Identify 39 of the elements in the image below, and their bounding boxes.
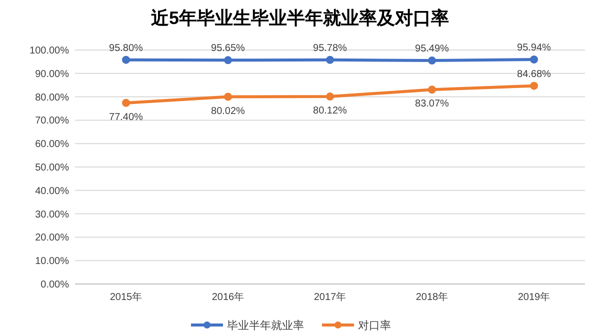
point (122, 98, 130, 107)
y-tick-label: 30.00% (35, 209, 70, 220)
y-tick-label: 60.00% (35, 139, 70, 150)
point (428, 86, 436, 94)
data-label: 84.68% (517, 68, 552, 80)
point (326, 92, 334, 101)
y-tick-label: 20.00% (35, 232, 70, 244)
data-label: 83.07% (415, 98, 450, 110)
y-tick-label: 50.00% (35, 162, 70, 174)
data-label: 95.65% (211, 43, 246, 54)
y-tick-label: 90.00% (35, 68, 70, 80)
point (122, 56, 130, 64)
point (224, 56, 232, 64)
point (530, 56, 538, 64)
data-label: 95.94% (517, 42, 552, 54)
data-label: 80.12% (313, 106, 348, 117)
x-tick-label: 2018年 (416, 291, 448, 303)
y-tick-label: 80.00% (35, 92, 70, 104)
legend-label: 对口率 (358, 319, 391, 332)
x-tick-label: 2019年 (518, 291, 550, 303)
data-label: 95.80% (109, 42, 144, 54)
y-tick-label: 0.00% (40, 280, 70, 290)
y-tick-label: 40.00% (35, 186, 70, 197)
data-label: 95.49% (415, 44, 450, 55)
chart-title: 近5年毕业生毕业半年就业率及对口率 (150, 8, 450, 28)
x-tick-label: 2017年 (314, 291, 346, 303)
x-tick-label: 2015年 (110, 291, 142, 303)
x-tick-label: 2016年 (212, 291, 244, 303)
point (428, 56, 436, 65)
point (224, 92, 232, 101)
data-label: 77.40% (109, 112, 144, 123)
data-label: 95.78% (313, 42, 348, 54)
y-tick-label: 70.00% (35, 116, 70, 127)
point (326, 56, 334, 64)
legend-label: 毕业半年就业率 (227, 319, 304, 332)
y-tick-label: 10.00% (35, 256, 70, 268)
data-label: 80.02% (211, 106, 246, 117)
point (530, 82, 538, 90)
y-tick-label: 100.00% (30, 46, 70, 56)
